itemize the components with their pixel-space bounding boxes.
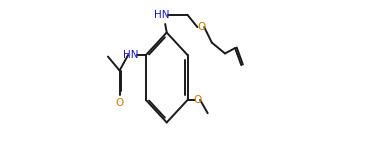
Text: O: O: [115, 98, 124, 108]
Text: HN: HN: [154, 10, 170, 20]
Text: O: O: [198, 22, 206, 32]
Text: HN: HN: [123, 50, 139, 60]
Text: O: O: [194, 95, 202, 105]
